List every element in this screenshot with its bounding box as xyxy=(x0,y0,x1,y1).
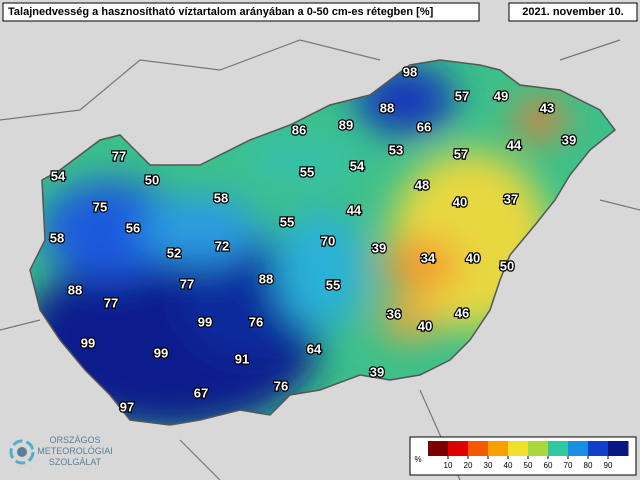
colorbar-segment xyxy=(468,441,489,456)
station-value: 88 xyxy=(259,271,273,286)
colorbar-tick-label: 80 xyxy=(584,461,593,470)
colorbar-tick-label: 90 xyxy=(604,461,613,470)
station-value: 55 xyxy=(280,214,294,229)
colorbar-tick-label: 30 xyxy=(484,461,493,470)
station-value: 44 xyxy=(347,202,362,217)
station-value: 77 xyxy=(180,276,194,291)
station-value: 37 xyxy=(504,191,518,206)
station-value: 56 xyxy=(126,220,140,235)
station-value: 70 xyxy=(321,233,335,248)
station-value: 86 xyxy=(292,122,306,137)
colorbar-segment xyxy=(608,441,629,456)
station-value: 48 xyxy=(415,177,429,192)
station-value: 88 xyxy=(380,100,394,115)
station-value: 72 xyxy=(215,238,229,253)
station-value: 40 xyxy=(466,250,480,265)
station-value: 91 xyxy=(235,351,249,366)
station-value: 99 xyxy=(198,314,212,329)
station-value: 99 xyxy=(81,335,95,350)
logo-dot xyxy=(17,447,27,457)
colorbar-segment xyxy=(548,441,569,456)
station-value: 49 xyxy=(494,88,508,103)
station-value: 54 xyxy=(350,158,365,173)
station-value: 50 xyxy=(500,258,514,273)
station-value: 55 xyxy=(300,164,314,179)
colorbar-tick-label: 10 xyxy=(444,461,453,470)
station-value: 39 xyxy=(562,132,576,147)
station-value: 40 xyxy=(453,194,467,209)
station-value: 76 xyxy=(274,378,288,393)
borders xyxy=(0,39,640,480)
colorbar-segment xyxy=(508,441,529,456)
station-value: 77 xyxy=(112,148,126,163)
colorbar-segment xyxy=(588,441,609,456)
date: 2021. november 10. xyxy=(522,6,624,18)
colorbar-segment xyxy=(568,441,589,456)
colorbar-segment xyxy=(448,441,469,456)
station-value: 98 xyxy=(403,64,417,79)
station-value: 50 xyxy=(145,172,159,187)
colorbar-tick-label: 20 xyxy=(464,461,473,470)
station-value: 54 xyxy=(51,168,66,183)
station-value: 58 xyxy=(50,230,64,245)
colorbar-tick-label: 50 xyxy=(524,461,533,470)
station-value: 39 xyxy=(372,240,386,255)
colorbar-tick-label: 70 xyxy=(564,461,573,470)
logo-line: ORSZÁGOS xyxy=(49,435,100,445)
station-value: 43 xyxy=(540,100,554,115)
logo-line: SZOLGÁLAT xyxy=(49,457,102,467)
colorbar-tick-label: 60 xyxy=(544,461,553,470)
station-value: 39 xyxy=(370,364,384,379)
station-value: 75 xyxy=(93,199,107,214)
colorbar-segment xyxy=(488,441,509,456)
station-value: 36 xyxy=(387,306,401,321)
logo-mark xyxy=(9,439,35,465)
station-value: 76 xyxy=(249,314,263,329)
station-value: 66 xyxy=(417,119,431,134)
station-value: 52 xyxy=(167,245,181,260)
station-value: 88 xyxy=(68,282,82,297)
station-value: 64 xyxy=(307,341,322,356)
station-value: 40 xyxy=(418,318,432,333)
station-value: 77 xyxy=(104,295,118,310)
logo: ORSZÁGOS METEOROLÓGIAI SZOLGÁLAT xyxy=(9,435,113,467)
legend-unit: % xyxy=(414,455,421,464)
station-value: 55 xyxy=(326,277,340,292)
title-box xyxy=(2,2,480,22)
station-value: 58 xyxy=(214,190,228,205)
logo-line: METEOROLÓGIAI xyxy=(37,446,113,456)
date-box xyxy=(508,2,638,22)
title: Talajnedvesség a hasznosítható víztartal… xyxy=(8,6,434,18)
station-value: 99 xyxy=(154,345,168,360)
station-value: 57 xyxy=(455,88,469,103)
colorbar-tick-label: 40 xyxy=(504,461,513,470)
station-value: 46 xyxy=(455,305,469,320)
station-value: 67 xyxy=(194,385,208,400)
colorbar-segment xyxy=(528,441,549,456)
station-value: 44 xyxy=(507,137,522,152)
station-value: 34 xyxy=(421,250,436,265)
station-value: 97 xyxy=(120,399,134,414)
station-value: 57 xyxy=(454,146,468,161)
station-value: 53 xyxy=(389,142,403,157)
station-value: 89 xyxy=(339,117,353,132)
colorbar-segment xyxy=(428,441,449,456)
